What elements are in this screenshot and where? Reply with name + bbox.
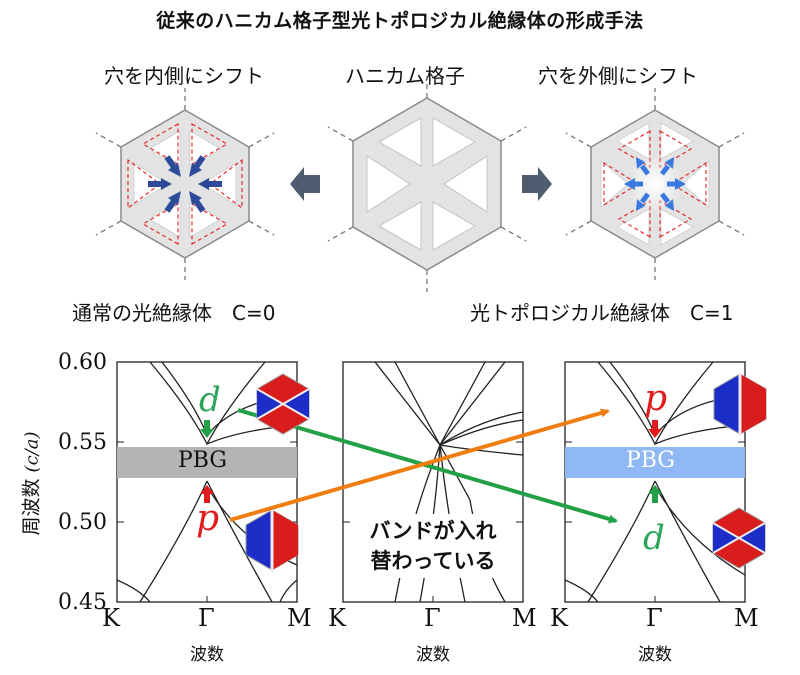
swap-text-line2: 替わっている [370,549,496,573]
pbg-band-left [117,447,297,478]
xtick-left-K: K [102,604,120,632]
label-shift-outward: 穴を外側にシフト [538,64,698,88]
x-axis-label-center: 波数 [416,645,450,665]
pbg-label-left: PBG [178,448,227,473]
y-axis-label-unit: (c/a) [21,431,43,473]
x-axis-label-left: 波数 [190,645,224,665]
shift-outward-arrow-icon [640,164,650,176]
swap-text-box [356,514,510,578]
xtick-center-Gamma: Γ [424,604,441,632]
xtick-left-Gamma: Γ [198,604,215,632]
label-honeycomb: ハニカム格子 [345,64,465,88]
ytick-0-60: 0.60 [58,350,107,375]
xtick-center-M: M [512,604,537,632]
label-topological-insulator: 光トポロジカル絶縁体 C=1 [470,301,734,325]
mode-arrow-right-upper [648,420,662,438]
ytick-0-55: 0.55 [58,430,107,455]
mode-label-left-lower: p [196,498,220,539]
mode-arrow-right-lower [648,485,662,503]
figure-title: 従来のハニカム格子型光トポロジカル絶縁体の形成手法 [156,10,644,32]
mode-arrow-left-lower [200,485,214,503]
mode-pattern-icon [245,373,767,571]
xtick-left-M: M [287,604,312,632]
hexagon-shift-inward [95,88,275,280]
mode-label-right-lower: d [643,518,665,558]
hexagon-honeycomb [327,76,527,292]
mode-label-left-upper: d [199,380,221,420]
swap-text: バンドが入れ 替わっている [358,516,508,576]
xtick-right-M: M [734,604,759,632]
swap-text-line1: バンドが入れ [369,519,497,543]
pbg-band-right [565,447,745,478]
y-axis-label: 周波数 (c/a) [17,414,44,554]
x-axis-label-right: 波数 [638,645,672,665]
shift-inward-arrow-icon [164,155,177,169]
pbg-label-right: PBG [626,448,675,473]
mode-arrow-left-upper [200,420,214,438]
ytick-0-45: 0.45 [58,590,107,615]
big-left-arrow-icon [290,167,320,201]
mode-label-right-upper: p [644,378,668,419]
xtick-right-Gamma: Γ [646,604,663,632]
xtick-center-K: K [328,604,346,632]
orange-cross-arrow [229,408,610,522]
ytick-0-50: 0.50 [58,510,107,535]
hexagon-shift-outward [565,88,745,280]
green-cross-arrow [237,408,618,524]
y-axis-label-main: 周波数 [20,478,43,536]
big-right-arrow-icon [522,167,552,201]
xtick-right-K: K [550,604,568,632]
label-shift-inward: 穴を内側にシフト [104,64,264,88]
label-normal-insulator: 通常の光絶縁体 C=0 [72,301,276,325]
